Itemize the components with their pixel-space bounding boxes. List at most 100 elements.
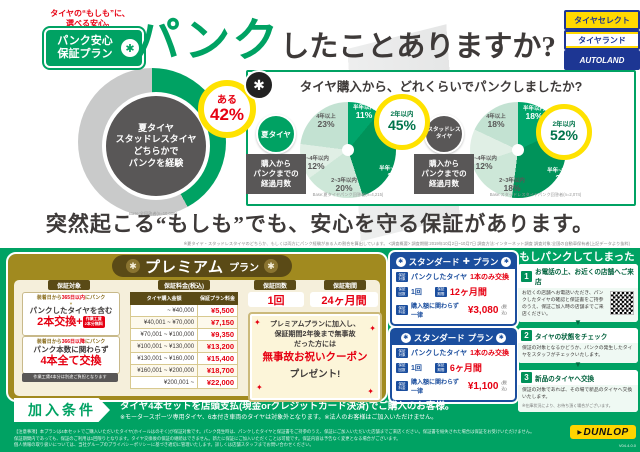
pie1-segment-label: 2~3年以内 20% xyxy=(331,178,357,194)
arrow-down-icon: ▼ xyxy=(574,318,582,327)
count-mini-badge: 保証 回数 xyxy=(396,362,408,373)
sparkle-icon: ✦ xyxy=(367,387,374,396)
pie2-segment-label: 3~4年以内 12% xyxy=(471,156,497,172)
flow-step-2: 2 タイヤの状態をチェック 保証の対象となるかどうか、パンクの発生したタイヤをス… xyxy=(518,328,638,363)
tire-icon: ✱ xyxy=(244,70,274,100)
survey-panel-title: タイヤ購入から、どれくらいでパンクしましたか? xyxy=(299,80,583,94)
fee-mini-badge: 保証 料金 xyxy=(396,381,408,391)
premium-count-label: 保証回数 xyxy=(254,280,296,290)
sparkle-icon: ✦ xyxy=(256,383,263,392)
labor-free-badge: 作業工賃 2本分無料 xyxy=(82,315,105,328)
pie2-segment-label: 2~3年以内 18% xyxy=(499,178,525,194)
premium-plan-panel: ✱ プレミアム プラン ✱ 保証対象 装着日から365日以内にパンク ▼ パンク… xyxy=(6,252,388,402)
plan-target-row: 保証 対象 パンクしたタイヤ 1本のみ交換 xyxy=(396,348,511,358)
table-row: ¥200,001 ~ ¥22,000 xyxy=(129,376,238,389)
logo-autoland[interactable]: AUTOLAND xyxy=(564,50,640,70)
table-row: ¥70,001 ~ ¥100,000 ¥9,350 xyxy=(129,328,238,341)
no-accident-coupon: ✦ ✦ ✦ ✦ プレミアムプランに加入し、 保証期間2年後まで無事故 だった方に… xyxy=(248,312,382,402)
flow-step-3: 3 新品のタイヤへ交換 保証の対象であれば、その場で新品のタイヤへ交換いたします… xyxy=(518,370,638,412)
logo-tire-select[interactable]: タイヤセレクト xyxy=(564,10,640,30)
survey-disclaimer: ※夏タイヤ・スタッドレスタイヤのどちらか、もしくは両方にパンク経験がある人の割合… xyxy=(183,241,630,246)
arrow-down-icon: ▼ xyxy=(574,360,582,369)
survey-panel: タイヤ購入から、どれくらいでパンクしましたか? 半年以内 11% 半年~2年以内 3… xyxy=(246,70,636,206)
sparkle-icon: ✦ xyxy=(254,318,261,327)
flow-step-1: 1 お電話の上、お近くの店舗へご来店 お近くの店舗へお電話いただき、パンクしたタ… xyxy=(518,264,638,322)
fee-mini-badge: 保証 料金 xyxy=(396,305,408,315)
premium-target-box2: 装着日から366日以降にパンク パンク本数に関わらず 4本全て交換 xyxy=(22,336,120,374)
plans-section: ✱ プレミアム プラン ✱ 保証対象 装着日から365日以内にパンク ▼ パンク… xyxy=(0,248,640,452)
tire-icon: ✱ xyxy=(263,259,278,273)
pie2-segment-label: 4年以上 18% xyxy=(486,114,506,130)
plan-badge-text: パンク安心 保証プラン xyxy=(57,35,113,60)
premium-count-value: 1回 xyxy=(248,292,304,307)
conditions-label: 加入条件 xyxy=(14,398,110,422)
tire-icon: ✱ xyxy=(395,256,406,267)
pie1-segment-label: 半年以内 11% xyxy=(352,105,375,121)
pie2-highlight-badge: 2年以内 52% xyxy=(536,104,592,160)
standard-plan-title: ✱ スタンダード プラン ✱ xyxy=(392,330,515,345)
sparkle-icon: ✦ xyxy=(369,324,376,333)
premium-fee-table: タイヤ購入金額 保証プラン料金 ~ ¥40,000 ¥5,500 ¥40,001 ~… xyxy=(129,292,238,389)
plan-badge: パンク安心 保証プラン ✱ xyxy=(44,28,144,68)
page-title-accent: パンク xyxy=(134,14,281,66)
premium-target-label: 保証対象 xyxy=(48,280,90,290)
table-row: ¥130,001 ~ ¥160,000 ¥15,400 xyxy=(129,352,238,365)
table-row: ¥160,001 ~ ¥200,000 ¥18,700 xyxy=(129,364,238,377)
page-title: パンク したことありますか? xyxy=(134,4,556,66)
count-mini-badge: 保証 回数 xyxy=(396,286,408,297)
dunlop-logo: ▶ DUNLOP xyxy=(570,425,636,439)
donut-highlight-badge: ある 42% xyxy=(198,80,256,138)
qr-code[interactable] xyxy=(610,291,634,315)
standard-plus-plan-card: ✱ スタンダード ✚ プラン ✱ 保証 対象 パンクしたタイヤ 1本のみ交換 保証 回… xyxy=(388,250,519,328)
standard-plan-card: ✱ スタンダード プラン ✱ 保証 対象 パンクしたタイヤ 1本のみ交換 保証 回数… xyxy=(388,326,519,404)
pie1-caption-box: 購入から パンクまでの 経過月数 xyxy=(246,154,306,194)
plan-count-period-row: 保証 回数 1回 保証 期間 6ヶ月間 xyxy=(396,361,511,374)
mid-heading: 突然起こる“もしも”でも、安心を守る保証があります。 xyxy=(45,212,595,236)
pie1-segment-label: 3~4年以内 12% xyxy=(303,156,329,172)
logo-tire-land[interactable]: タイヤランド xyxy=(564,30,640,50)
premium-plan-title: ✱ プレミアム プラン ✱ xyxy=(112,255,292,277)
table-row: ¥40,001 ~ ¥70,000 ¥7,150 xyxy=(129,316,238,329)
plan-fee-row: 保証 料金 購入額に関わらず一律 ¥1,100 (税込) xyxy=(396,377,511,395)
premium-target-box1: 装着日から365日以内にパンク ▼ パンクしたタイヤを含む 2本交換+ 作業工賃 … xyxy=(22,292,120,336)
pointer-icon: ▶ xyxy=(577,429,583,436)
pie2-caption-box: 購入から パンクまでの 経過月数 xyxy=(414,154,474,194)
pie1-highlight-badge: 2年以内 45% xyxy=(374,94,430,150)
donut-badge-label: ある xyxy=(217,94,237,106)
pie1-base-note: Base:夏タイヤパンク回答者(n=4,215) xyxy=(312,192,384,197)
tire-icon: ✱ xyxy=(501,256,512,267)
conditions-sub: ※モータースポーツ専用タイヤ、6本付き車両のタイヤは対象外となります。※法人のお… xyxy=(120,415,438,421)
period-mini-badge: 保証 期間 xyxy=(434,286,447,297)
donut-base-note: Base:全回答者(n=10,000) xyxy=(129,211,177,216)
tire-icon: ✱ xyxy=(121,39,139,57)
target-mini-badge: 保証 対象 xyxy=(396,348,408,358)
table-row: ~ ¥40,000 ¥5,500 xyxy=(129,304,238,317)
premium-period-label: 保証期間 xyxy=(324,280,366,290)
pie1-segment-label: 半年~2年以内 34% xyxy=(379,166,413,182)
pie2-base-note: Base:スタッドレスタイヤパンク回答者(n=2,074) xyxy=(489,192,582,197)
legal-fine-print: 【注意事項】本プランは4本セットでご購入いただいたタイヤ(ホイールはのぞく)が保… xyxy=(14,429,535,448)
plan-target-row: 保証 対象 パンクしたタイヤ 1本のみ交換 xyxy=(396,272,511,282)
pie2-segment-label: 半年~2年以内 34% xyxy=(547,168,581,184)
arrow-down-icon: ▼ xyxy=(69,301,73,307)
version-code: V04.4.0.0 xyxy=(618,443,636,448)
plan-fee-row: 保証 料金 購入額に関わらず一律 ¥3,080 (税込) xyxy=(396,301,511,319)
plan-count-period-row: 保証 回数 1回 保証 期間 12ヶ月間 xyxy=(396,285,511,298)
donut-center-label: 夏タイヤ スタッドレスタイヤ どちらかで パンクを経験 xyxy=(102,92,210,200)
stock-note: ※在庫状況により、お待ち頂く場合がございます。 xyxy=(522,402,613,408)
premium-labor-note: 作業工賃4本分は別途ご負担となります xyxy=(22,373,118,382)
pie1-segment-label: 4年以上 23% xyxy=(316,114,336,130)
table-row: ¥100,001 ~ ¥130,000 ¥13,200 xyxy=(129,340,238,353)
conditions-main: タイヤ4本セットを店頭支払(現金orクレジットカード決済)でご購入のお客様。 xyxy=(120,401,455,412)
target-mini-badge: 保証 対象 xyxy=(396,272,408,282)
premium-fee-label: 保証料金(税込) xyxy=(158,280,210,290)
pie2-category-badge: スタッドレス タイヤ xyxy=(424,114,464,154)
pie1-category-badge: 夏タイヤ xyxy=(256,114,296,154)
pie2-segment-label: 半年以内 18% xyxy=(522,106,545,122)
donut-badge-value: 42% xyxy=(209,104,245,124)
tire-icon: ✱ xyxy=(126,259,141,273)
standard-plus-plan-title: ✱ スタンダード ✚ プラン ✱ xyxy=(392,254,515,269)
period-mini-badge: 保証 期間 xyxy=(434,362,447,373)
premium-period-value: 24ヶ月間 xyxy=(310,292,378,307)
page-title-rest: したことありますか? xyxy=(280,31,556,63)
